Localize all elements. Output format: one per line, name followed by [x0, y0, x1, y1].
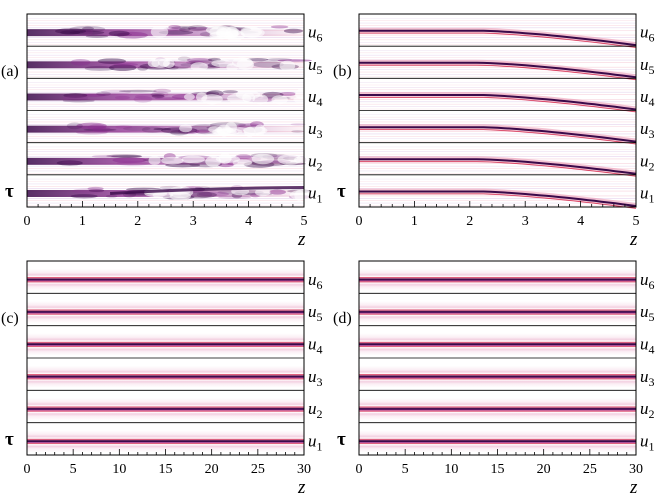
x-tick-label: 0: [24, 462, 31, 477]
panel-a: u6 u5 u4 u3 u2 u1 0 1 2 3 4 5z τ (a): [1, 13, 323, 250]
strip-u4: [27, 333, 304, 356]
component-label: u3: [308, 367, 323, 389]
strip-u4: [359, 82, 637, 113]
component-label: u6: [308, 270, 323, 292]
y-axis-label: τ: [337, 429, 346, 450]
panel-b: u6 u5 u4 u3 u2 u1 0 1 2 3 4 5z τ (b): [333, 13, 655, 250]
x-axis-label: z: [297, 229, 306, 250]
strip-u2: [27, 398, 304, 421]
x-tick-label: 25: [251, 462, 265, 477]
x-tick-label: 3: [190, 214, 197, 229]
x-axis-label: z: [629, 229, 638, 250]
strip-u1: [27, 178, 315, 206]
x-tick-label: 1: [79, 214, 86, 229]
component-label: u2: [640, 151, 655, 173]
strip-u4: [27, 82, 308, 110]
strip-u5: [359, 301, 636, 324]
x-tick-label: 20: [205, 462, 219, 477]
strip-u3: [27, 365, 304, 388]
component-label: u3: [640, 119, 655, 141]
x-axis-label: z: [297, 477, 306, 498]
component-label: u1: [640, 183, 655, 205]
x-tick-label: 3: [522, 214, 529, 229]
strip-u3: [27, 114, 306, 142]
component-label: u6: [640, 270, 655, 292]
component-label: u4: [308, 87, 323, 109]
component-label: u6: [308, 23, 323, 45]
x-tick-label: 2: [134, 214, 141, 229]
component-label: u6: [640, 23, 655, 45]
panel-c: u6 u5 u4 u3 u2 u1 0 5 10 15 20 25 30z τ (c): [1, 260, 323, 498]
x-tick-label: 30: [629, 462, 643, 477]
x-tick-label: 10: [112, 462, 126, 477]
component-label: u5: [308, 302, 323, 324]
x-tick-label: 5: [402, 462, 409, 477]
strip-u2: [27, 146, 307, 174]
strip-u1: [27, 430, 304, 453]
component-label: u5: [308, 55, 323, 77]
strip-u3: [359, 114, 637, 145]
strip-u6: [27, 268, 304, 291]
x-tick-label: 10: [444, 462, 458, 477]
strip-u3: [359, 365, 636, 388]
y-axis-label: τ: [5, 181, 14, 202]
x-tick-label: 5: [301, 214, 308, 229]
component-label: u5: [640, 302, 655, 324]
x-tick-label: 0: [356, 462, 363, 477]
strip-u6: [27, 17, 304, 45]
x-tick-label: 4: [245, 214, 252, 229]
panel-d: u6 u5 u4 u3 u2 u1 0 5 10 15 20 25 30z τ (d): [333, 260, 655, 498]
x-tick-label: 20: [537, 462, 551, 477]
strip-u4: [359, 333, 636, 356]
strip-u6: [359, 17, 637, 49]
x-tick-label: 5: [633, 214, 640, 229]
strip-u5: [27, 301, 304, 324]
strip-u1: [359, 430, 636, 453]
x-tick-label: 30: [297, 462, 311, 477]
strip-u2: [359, 146, 637, 177]
x-tick-label: 0: [24, 214, 31, 229]
x-tick-label: 4: [577, 214, 584, 229]
panel-label: (a): [1, 63, 19, 80]
component-label: u1: [308, 431, 323, 453]
panel-frame: [26, 13, 305, 208]
strip-u2: [359, 398, 636, 421]
panel-label: (c): [1, 310, 19, 327]
panel-label: (d): [333, 310, 352, 327]
x-tick-label: 2: [466, 214, 473, 229]
x-tick-label: 15: [159, 462, 173, 477]
y-axis-label: τ: [337, 181, 346, 202]
strip-u5: [27, 50, 313, 78]
component-label: u4: [640, 87, 655, 109]
component-label: u1: [640, 431, 655, 453]
component-label: u1: [308, 183, 323, 205]
component-label: u2: [308, 399, 323, 421]
component-label: u3: [640, 367, 655, 389]
strip-u6: [359, 268, 636, 291]
x-axis-label: z: [629, 477, 638, 498]
panel-frame: [358, 13, 637, 208]
strip-u5: [359, 50, 637, 81]
component-label: u4: [308, 334, 323, 356]
y-axis-label: τ: [5, 429, 14, 450]
x-tick-label: 15: [491, 462, 505, 477]
component-label: u4: [640, 334, 655, 356]
x-tick-label: 1: [411, 214, 418, 229]
x-tick-label: 5: [70, 462, 77, 477]
x-tick-label: 25: [583, 462, 597, 477]
strip-u1: [359, 178, 637, 209]
component-label: u5: [640, 55, 655, 77]
panel-label: (b): [333, 63, 352, 80]
component-label: u2: [640, 399, 655, 421]
x-tick-label: 0: [356, 214, 363, 229]
component-label: u2: [308, 151, 323, 173]
component-label: u3: [308, 119, 323, 141]
